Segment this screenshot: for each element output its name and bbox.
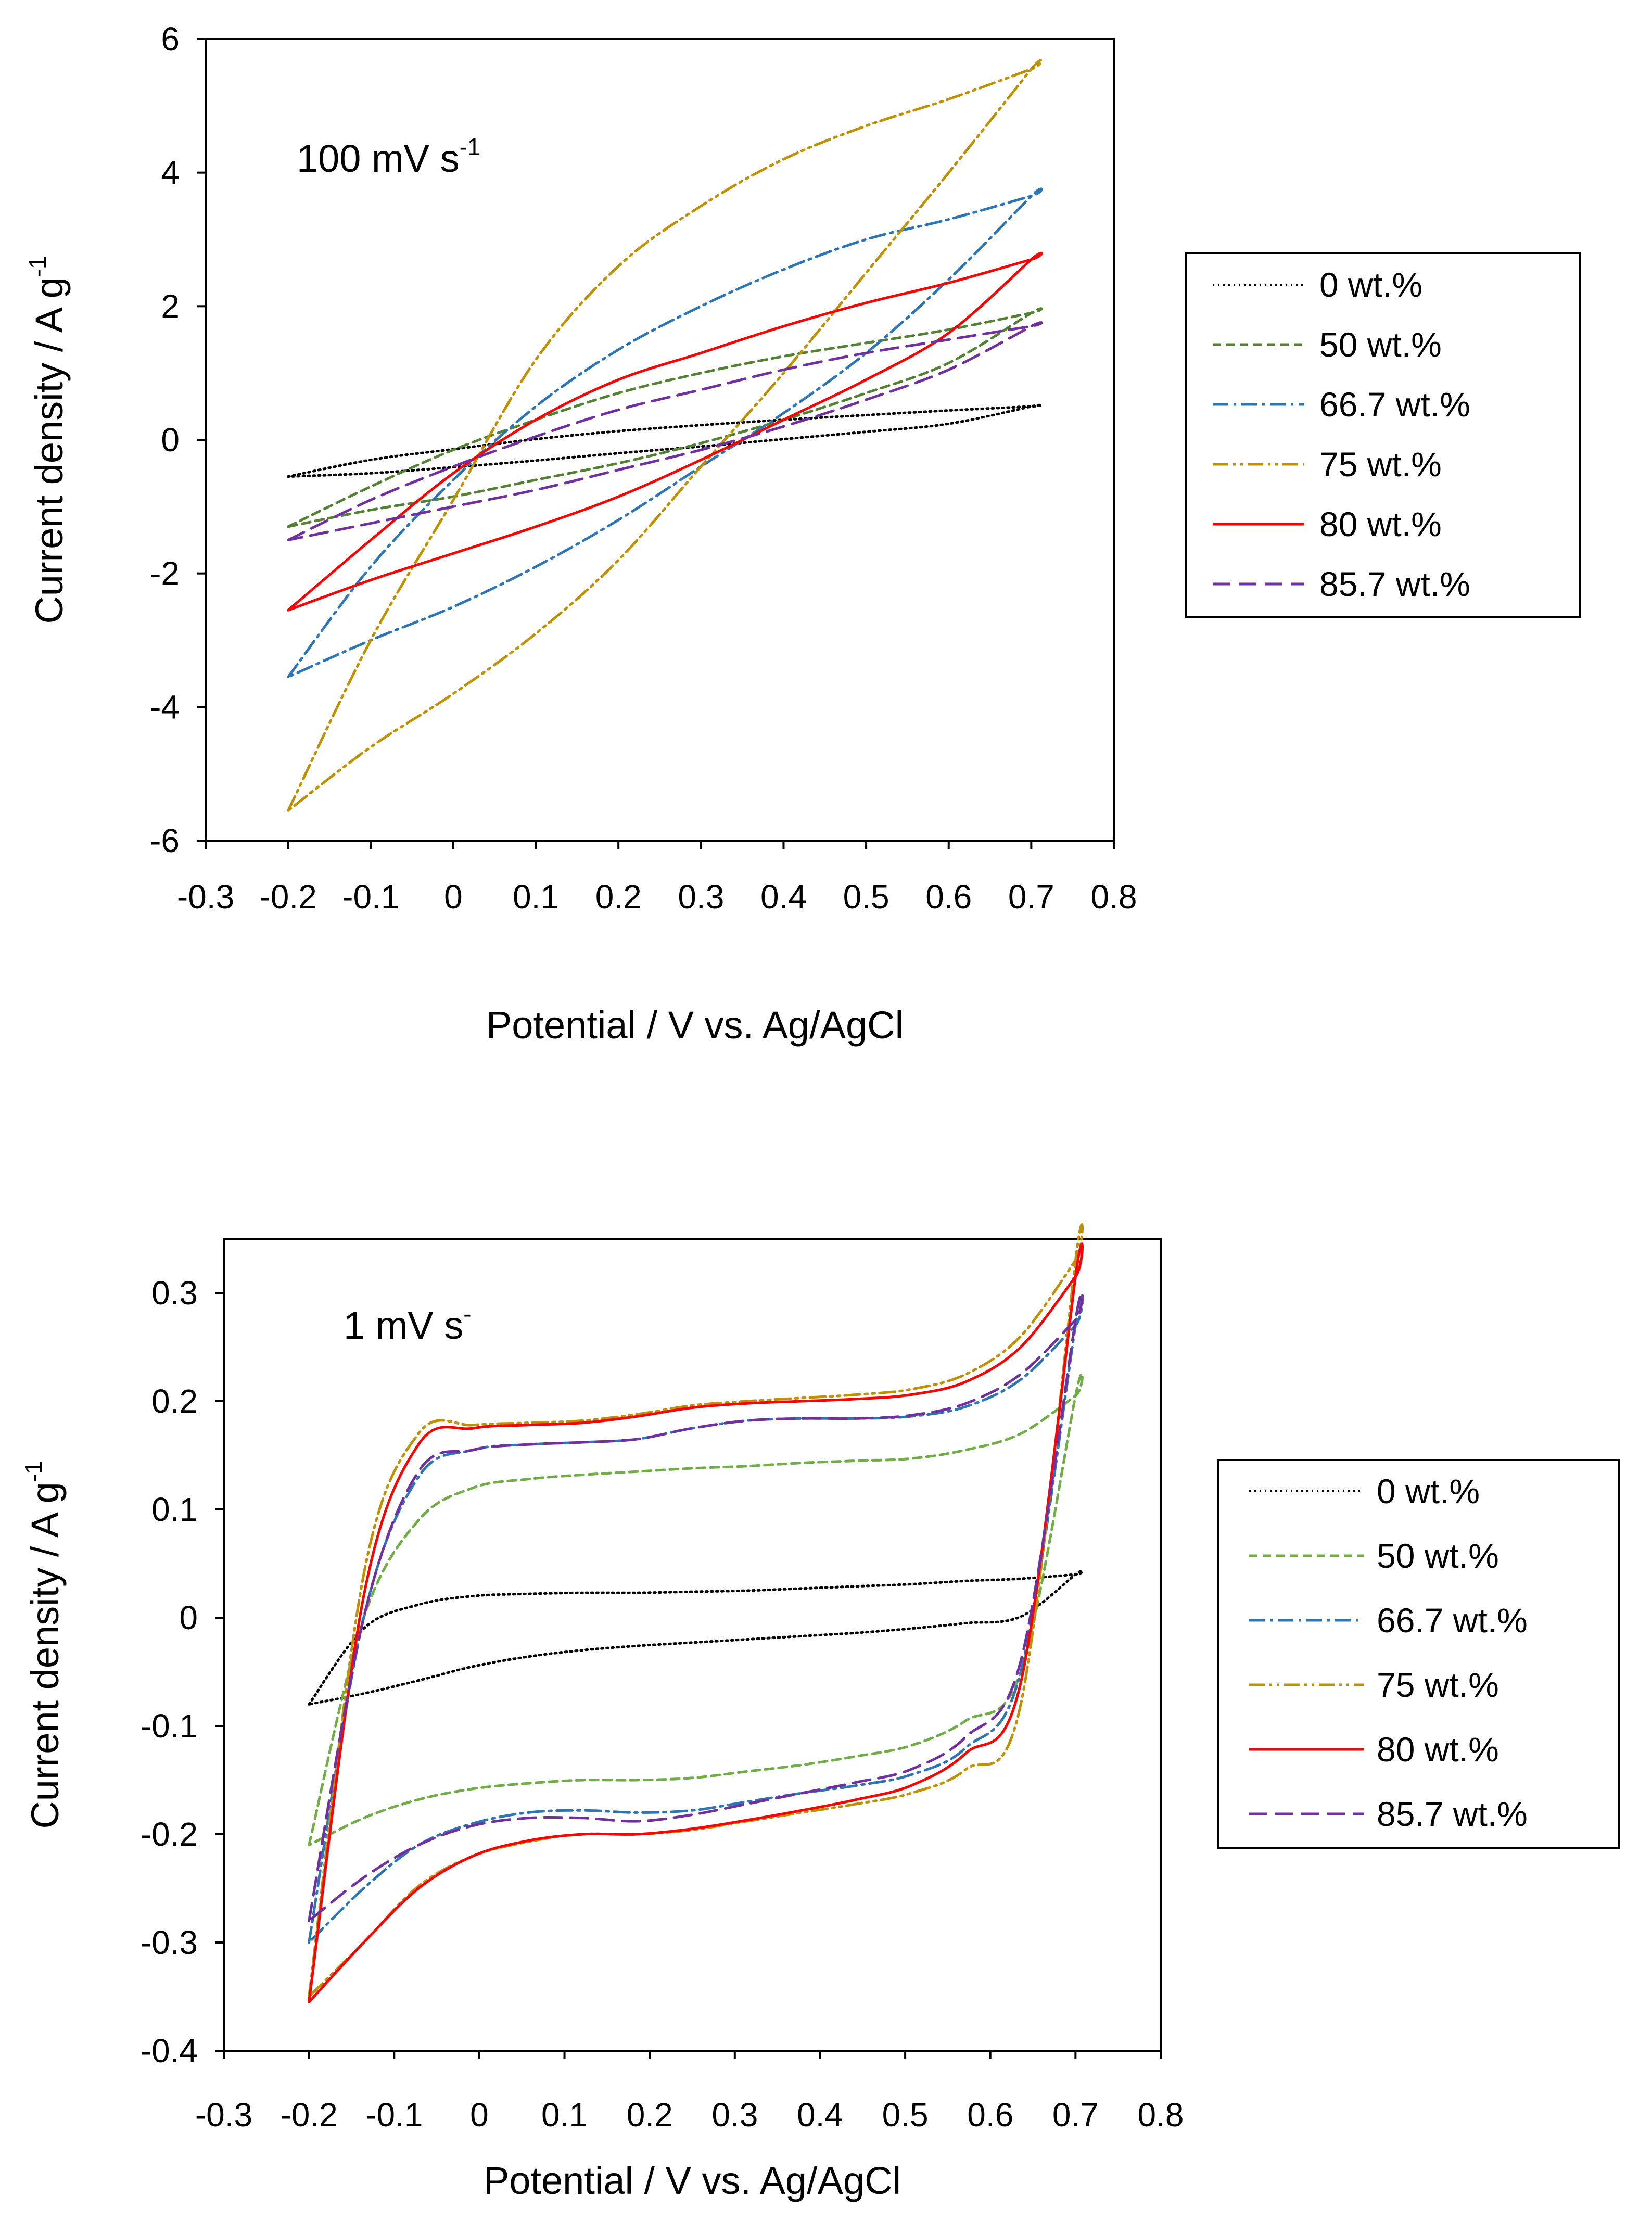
- legend-label-0-wt: 0 wt.%: [1377, 1472, 1480, 1510]
- x-tick-label: 0.3: [711, 2096, 758, 2134]
- x-tick-label: 0.8: [1091, 878, 1137, 916]
- series-line-50-wt: [287, 307, 1043, 528]
- x-ticks: -0.3 -0.2 -0.1 0 0.1 0.2 0.3 0.4 0.5 0.6 0.7 0.8: [177, 841, 1137, 916]
- x-tick-label: 0.8: [1138, 2096, 1184, 2134]
- x-axis-title: Potential / V vs. Ag/AgCl: [484, 2159, 901, 2202]
- x-tick-label: 0.6: [925, 878, 972, 916]
- x-tick-label: -0.3: [177, 878, 234, 916]
- y-tick-label: 0: [161, 421, 180, 459]
- y-axis-title: Current density / A g-1: [24, 256, 71, 624]
- legend-label-85-7-wt: 85.7 wt.%: [1377, 1795, 1528, 1833]
- y-tick-label: 0.3: [151, 1274, 198, 1312]
- series-line-85-7-wt: [308, 1291, 1084, 1922]
- y-tick-label: -0.3: [141, 1924, 198, 1961]
- x-tick-label: 0.4: [760, 878, 807, 916]
- series-line-85-7-wt: [287, 321, 1043, 541]
- series-line-66-7-wt: [308, 1296, 1084, 1944]
- x-axis-title: Potential / V vs. Ag/AgCl: [486, 1004, 904, 1047]
- chart-100mv: -6 -4 -2 0 2 4 6 -0.3 -0.2 -0.1 0 0.1 0.2 0.3 0.4 0.5 0…: [24, 20, 1581, 1047]
- y-tick-label: 0: [179, 1599, 198, 1636]
- x-tick-label: 0.4: [797, 2096, 843, 2134]
- legend-label-80-wt: 80 wt.%: [1319, 505, 1442, 543]
- legend-label-80-wt: 80 wt.%: [1377, 1730, 1499, 1769]
- x-tick-label: -0.2: [280, 2096, 337, 2134]
- y-ticks: -6 -4 -2 0 2 4 6: [150, 20, 206, 859]
- series-line-0-wt: [308, 1569, 1084, 1706]
- x-tick-label: 0.6: [967, 2096, 1013, 2134]
- y-tick-label: -0.4: [141, 2032, 198, 2069]
- legend-label-50-wt: 50 wt.%: [1377, 1537, 1499, 1575]
- legend-entries: 0 wt.% 50 wt.% 66.7 wt.% 75 wt.% 80 wt.% 85.7…: [1213, 265, 1470, 603]
- x-tick-label: -0.2: [259, 878, 316, 916]
- y-tick-label: -2: [150, 555, 180, 592]
- legend-label-0-wt: 0 wt.%: [1319, 265, 1422, 304]
- x-tick-label: 0: [470, 2096, 489, 2134]
- y-tick-label: -0.1: [141, 1707, 198, 1745]
- x-tick-label: 0.1: [541, 2096, 588, 2134]
- y-tick-label: -0.2: [141, 1815, 198, 1853]
- series-line-75-wt: [287, 59, 1043, 812]
- y-tick-label: 2: [161, 287, 180, 325]
- x-tick-label: 0.1: [513, 878, 559, 916]
- x-tick-label: -0.1: [342, 878, 399, 916]
- x-tick-label: 0: [444, 878, 463, 916]
- legend-label-85-7-wt: 85.7 wt.%: [1319, 565, 1470, 603]
- y-tick-label: 0.1: [151, 1491, 198, 1528]
- chart-1mv: -0.4 -0.3 -0.2 -0.1 0 0.1 0.2 0.3 -0.3 -0.2 -0.1 0…: [20, 1223, 1620, 2202]
- x-tick-label: -0.1: [365, 2096, 423, 2134]
- plot-area-frame: [223, 1238, 1162, 2052]
- x-tick-label: 0.5: [882, 2096, 929, 2134]
- y-tick-label: 6: [161, 20, 180, 58]
- series-line-50-wt: [308, 1372, 1084, 1847]
- series-line-66-7-wt: [287, 187, 1043, 679]
- x-tick-label: -0.3: [195, 2096, 252, 2134]
- legend-box: [1217, 1459, 1620, 1849]
- legend-label-75-wt: 75 wt.%: [1377, 1666, 1499, 1704]
- series-group: [287, 59, 1043, 812]
- x-tick-label: 0.7: [1052, 2096, 1099, 2134]
- y-tick-label: -6: [150, 822, 180, 859]
- series-line-0-wt: [287, 403, 1043, 478]
- y-axis-title: Current density / A g-1: [20, 1461, 67, 1829]
- x-tick-label: 0.3: [678, 878, 724, 916]
- x-tick-label: 0.2: [595, 878, 642, 916]
- x-tick-label: 0.2: [627, 2096, 673, 2134]
- x-ticks: -0.3 -0.2 -0.1 0 0.1 0.2 0.3 0.4 0.5 0.6 0.7 0.8: [195, 2051, 1184, 2134]
- series-group: [308, 1223, 1084, 2003]
- y-tick-label: 4: [161, 154, 180, 192]
- legend-entries: 0 wt.% 50 wt.% 66.7 wt.% 75 wt.% 80 wt.% 85.7…: [1249, 1472, 1528, 1833]
- legend: 0 wt.% 50 wt.% 66.7 wt.% 75 wt.% 80 wt.% 85.7…: [1185, 252, 1581, 618]
- x-tick-label: 0.7: [1008, 878, 1054, 916]
- legend-label-50-wt: 50 wt.%: [1319, 325, 1442, 364]
- y-tick-label: 0.2: [151, 1382, 198, 1420]
- legend-label-66-7-wt: 66.7 wt.%: [1319, 385, 1470, 424]
- x-tick-label: 0.5: [843, 878, 889, 916]
- series-line-80-wt: [308, 1242, 1084, 2003]
- y-tick-label: -4: [150, 688, 180, 726]
- legend-label-75-wt: 75 wt.%: [1319, 445, 1442, 484]
- legend-box: [1185, 252, 1581, 618]
- series-line-80-wt: [287, 251, 1043, 612]
- legend: 0 wt.% 50 wt.% 66.7 wt.% 75 wt.% 80 wt.% 85.7…: [1217, 1459, 1620, 1849]
- y-ticks: -0.4 -0.3 -0.2 -0.1 0 0.1 0.2 0.3: [141, 1274, 224, 2069]
- legend-label-66-7-wt: 66.7 wt.%: [1377, 1601, 1528, 1640]
- annotation-scan-rate: 1 mV s-: [344, 1300, 472, 1347]
- annotation-scan-rate: 100 mV s-1: [297, 133, 481, 180]
